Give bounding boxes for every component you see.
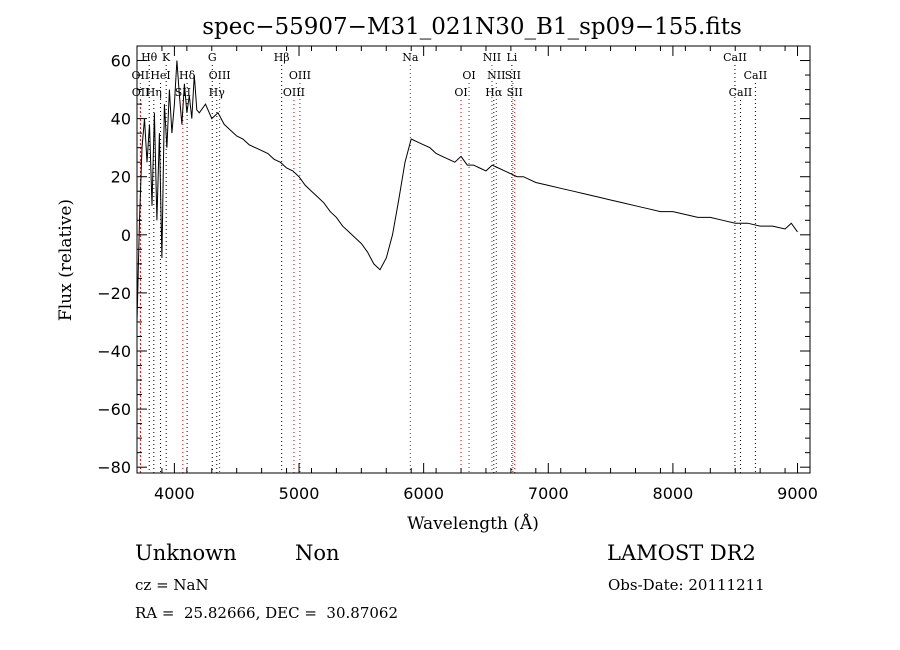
marker-label-19: SII: [175, 86, 191, 99]
survey-label: LAMOST DR2: [607, 541, 756, 565]
chart-title: spec−55907−M31_021N30_B1_sp09−155.fits: [202, 14, 742, 40]
x-axis-ticks: 4000 5000 6000 7000 8000 9000: [136, 46, 818, 503]
y-tick-label-3: −20: [97, 284, 131, 303]
marker-label-6: Li: [506, 51, 517, 64]
y-axis-ticks: −80 −60 −40 −20 0 20 40 60: [97, 52, 810, 477]
marker-label-14: NII: [487, 69, 505, 82]
redshift-label: cz = NaN: [135, 576, 209, 594]
marker-label-15: SII: [505, 69, 521, 82]
x-tick-label-4: 8000: [653, 484, 694, 503]
spectrum-series-line: [136, 60, 798, 323]
marker-label-24: SII: [507, 86, 523, 99]
y-tick-label-1: −60: [97, 400, 131, 419]
obs-date-label: Obs-Date: 20111211: [608, 576, 765, 594]
y-tick-label-2: −40: [97, 342, 131, 361]
classification-label: Unknown: [135, 541, 237, 565]
marker-label-2: G: [208, 51, 217, 64]
marker-label-22: OI: [454, 86, 467, 99]
marker-label-3: Hβ: [274, 51, 290, 64]
subclass-label: Non: [295, 541, 340, 565]
marker-label-10: Hδ: [179, 69, 196, 82]
x-tick-label-1: 5000: [279, 484, 320, 503]
marker-label-11: OIII: [209, 69, 231, 82]
marker-label-13: OI: [462, 69, 475, 82]
y-tick-label-5: 20: [111, 168, 131, 187]
y-tick-label-6: 40: [111, 110, 131, 129]
marker-label-0: Hθ: [141, 51, 158, 64]
plot-frame: [136, 45, 811, 474]
x-tick-label-5: 9000: [777, 484, 818, 503]
marker-label-1: K: [162, 51, 171, 64]
marker-label-18: Hη: [146, 86, 162, 99]
y-axis-label: Flux (relative): [56, 199, 76, 321]
y-tick-label-7: 60: [111, 52, 131, 71]
y-tick-label-4: 0: [121, 226, 131, 245]
x-tick-label-2: 6000: [403, 484, 444, 503]
x-tick-label-0: 4000: [154, 484, 195, 503]
marker-label-4: Na: [402, 51, 419, 64]
coordinates-label: RA = 25.82666, DEC = 30.87062: [135, 604, 399, 622]
y-tick-label-0: −80: [97, 458, 131, 477]
marker-label-5: NII: [483, 51, 501, 64]
marker-label-16: CaII: [744, 69, 768, 82]
marker-label-17: OII: [132, 86, 150, 99]
marker-label-23: Hα: [485, 86, 503, 99]
x-tick-label-3: 7000: [528, 484, 569, 503]
marker-label-9: HeI: [150, 69, 170, 82]
marker-label-20: Hγ: [209, 86, 226, 99]
marker-label-25: CaII: [729, 86, 753, 99]
marker-label-7: CaII: [723, 51, 747, 64]
marker-label-12: OIII: [289, 69, 311, 82]
marker-label-21: OIII: [283, 86, 305, 99]
x-axis-label: Wavelength (Å): [407, 513, 539, 534]
